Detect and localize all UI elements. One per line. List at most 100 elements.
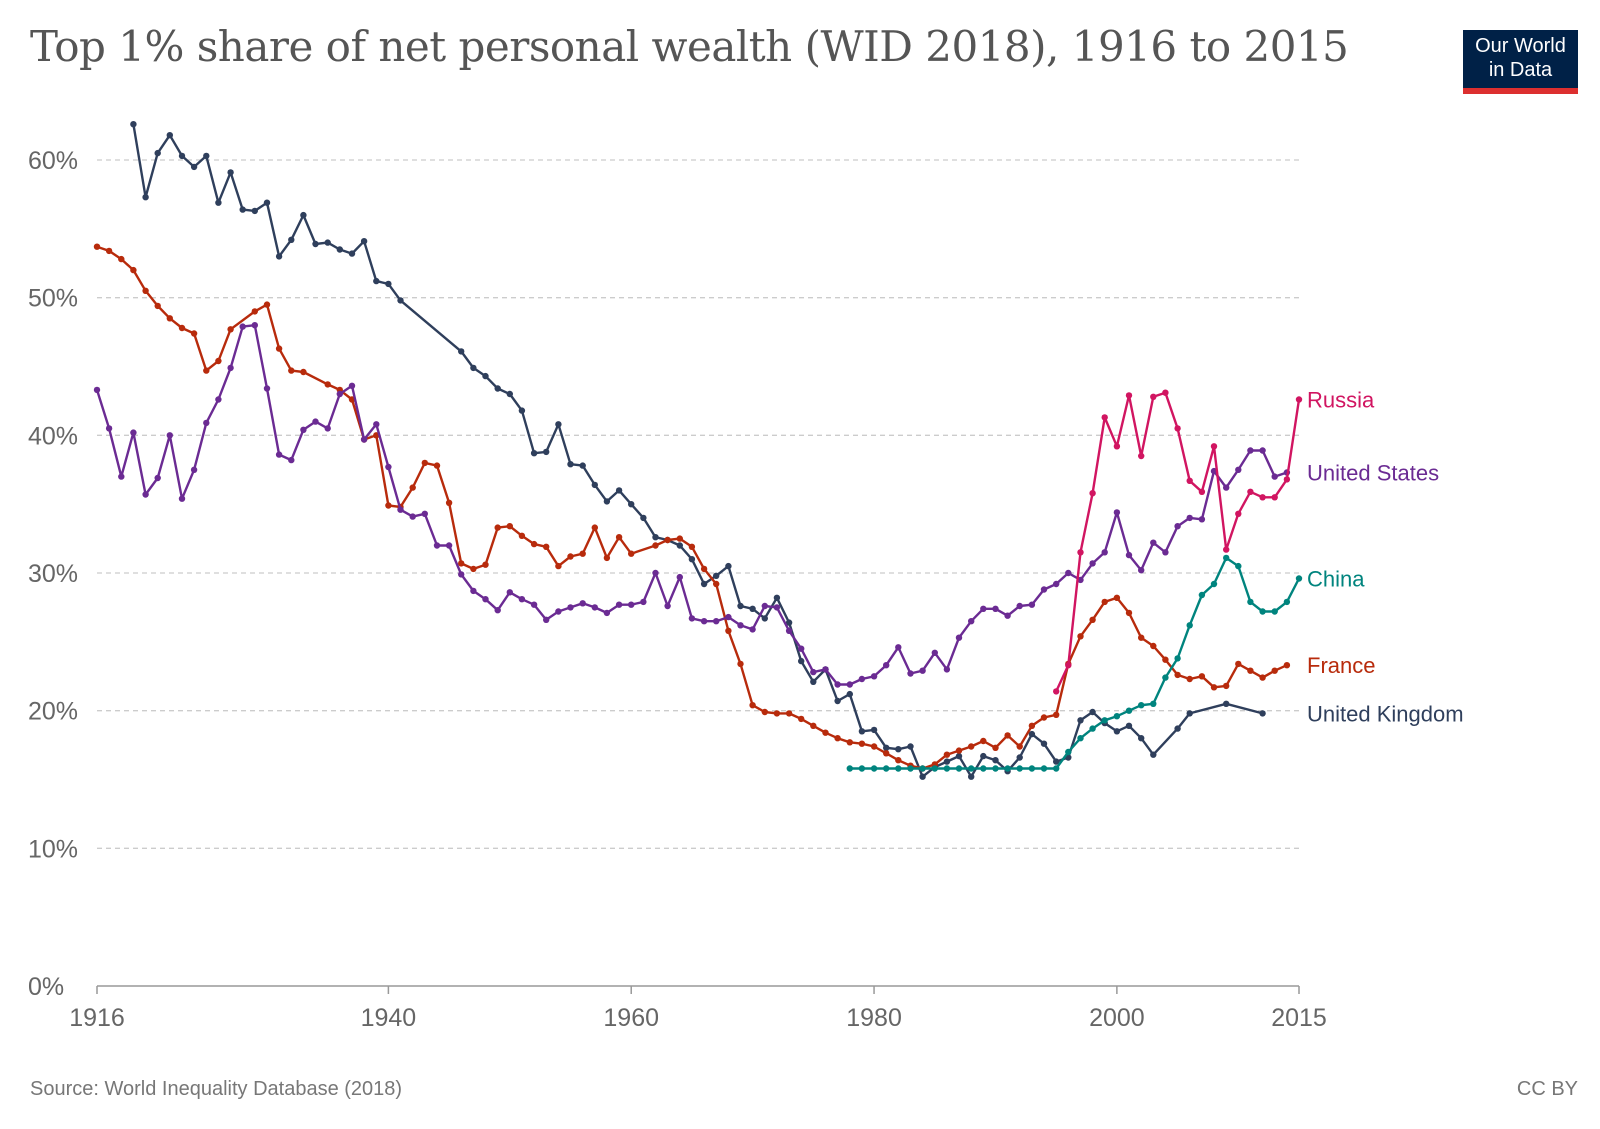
data-point-china	[1223, 554, 1230, 562]
data-point-france	[93, 243, 101, 250]
source-note: Source: World Inequality Database (2018)	[30, 1078, 403, 1100]
data-point-united-states	[300, 426, 307, 433]
x-tick-label: 1960	[603, 1004, 659, 1032]
data-point-france	[798, 715, 805, 723]
data-point-china	[1028, 765, 1036, 772]
data-point-france	[822, 729, 829, 736]
data-point-china	[980, 765, 987, 772]
y-tick-label: 30%	[28, 560, 78, 588]
data-point-france	[1138, 634, 1145, 641]
data-point-france	[713, 580, 720, 588]
data-point-france	[288, 367, 295, 374]
data-point-france	[385, 502, 392, 509]
data-point-united-kingdom	[397, 297, 404, 304]
series-labels: United Kingdom France United States China Ru…	[1307, 388, 1464, 727]
data-point-united-states	[178, 495, 186, 502]
data-point-united-states	[1271, 473, 1278, 480]
data-point-united-states	[761, 602, 768, 610]
data-point-united-states	[640, 598, 647, 606]
data-point-united-states	[251, 322, 258, 329]
data-point-united-kingdom	[579, 462, 586, 469]
data-point-united-states	[579, 600, 586, 607]
data-point-united-kingdom	[628, 501, 635, 508]
series-russia	[1053, 389, 1303, 695]
data-point-china	[1162, 674, 1169, 681]
data-point-united-kingdom	[543, 448, 550, 456]
data-point-united-states	[822, 666, 829, 673]
data-point-united-kingdom	[652, 534, 659, 541]
data-point-france	[968, 743, 975, 750]
data-point-united-states	[1247, 447, 1254, 454]
series-label-france: France	[1307, 653, 1375, 678]
data-point-united-kingdom	[725, 562, 732, 570]
data-point-united-states	[409, 513, 416, 520]
data-point-united-states	[530, 601, 538, 608]
data-point-united-kingdom	[263, 199, 271, 206]
data-point-united-kingdom	[846, 690, 853, 698]
data-point-russia	[1077, 549, 1084, 556]
data-point-china	[1138, 702, 1145, 709]
data-point-united-kingdom	[348, 250, 356, 257]
data-point-united-states	[118, 473, 125, 480]
data-point-united-states	[93, 386, 101, 394]
data-point-united-states	[798, 645, 805, 652]
data-point-united-states	[1028, 601, 1036, 608]
data-point-united-states	[1162, 549, 1169, 556]
data-point-france	[761, 708, 768, 716]
data-point-united-states	[628, 601, 635, 608]
x-tick-label: 2000	[1089, 1004, 1145, 1032]
owid-logo[interactable]: Our World in Data	[1463, 30, 1578, 94]
x-tick-label: 2015	[1271, 1004, 1327, 1032]
series-line-united-states	[95, 324, 1288, 686]
data-point-france	[105, 247, 113, 255]
data-point-united-states	[1016, 602, 1023, 610]
data-point-france	[725, 627, 732, 634]
data-point-russia	[1271, 494, 1278, 501]
data-point-united-states	[700, 618, 708, 625]
data-point-france	[251, 308, 258, 315]
data-point-united-states	[142, 491, 149, 498]
data-point-united-states	[105, 425, 113, 432]
data-point-france	[591, 524, 598, 531]
data-point-russia	[1198, 488, 1206, 495]
data-point-france	[1125, 609, 1133, 617]
data-point-china	[1271, 608, 1278, 615]
data-point-united-states	[1113, 509, 1121, 516]
data-point-china	[1040, 765, 1048, 772]
data-point-china	[870, 765, 878, 772]
data-point-france	[1198, 673, 1206, 680]
data-point-united-kingdom	[1016, 754, 1023, 761]
data-point-france	[227, 326, 234, 333]
data-point-france	[1210, 684, 1218, 691]
data-point-france	[688, 543, 696, 550]
data-point-united-states	[858, 675, 866, 683]
data-point-united-kingdom	[968, 773, 975, 780]
data-point-china	[895, 765, 902, 772]
data-point-france	[1235, 660, 1242, 668]
data-point-united-kingdom	[919, 773, 926, 780]
data-point-united-kingdom	[1053, 758, 1060, 765]
data-point-france	[810, 722, 817, 729]
data-point-united-states	[955, 634, 963, 641]
data-point-china	[1198, 591, 1206, 599]
data-point-united-kingdom	[883, 744, 890, 751]
data-point-france	[543, 543, 550, 550]
data-point-china	[992, 765, 999, 772]
data-point-france	[676, 535, 683, 542]
data-point-united-kingdom	[494, 385, 501, 392]
data-point-united-kingdom	[798, 657, 805, 665]
data-point-france	[895, 757, 902, 764]
data-point-france	[421, 459, 428, 467]
license-link[interactable]: CC BY	[1516, 1078, 1578, 1100]
data-point-united-kingdom	[324, 239, 331, 246]
data-point-france	[1150, 642, 1157, 650]
data-point-russia	[1295, 396, 1303, 403]
data-point-china	[1089, 725, 1096, 732]
series-label-russia: Russia	[1307, 388, 1375, 413]
data-point-united-kingdom	[1223, 700, 1230, 707]
data-point-china	[1259, 608, 1266, 615]
data-point-united-states	[895, 644, 902, 651]
data-point-united-states	[373, 421, 380, 428]
data-point-france	[154, 302, 161, 310]
